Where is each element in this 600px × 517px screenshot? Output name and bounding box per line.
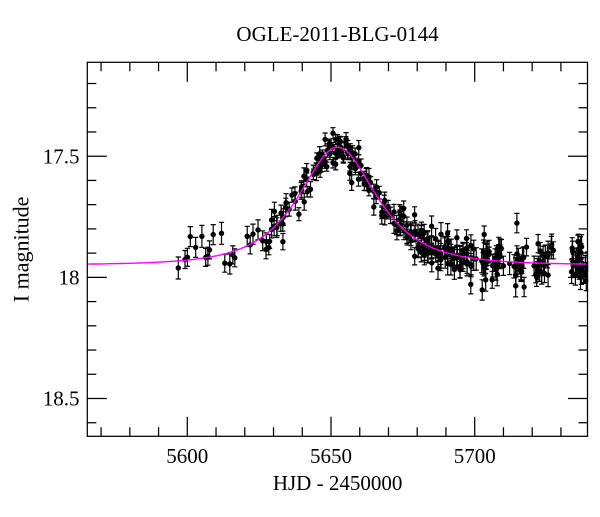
svg-text:17.5: 17.5 bbox=[43, 144, 80, 168]
svg-text:5700: 5700 bbox=[454, 444, 496, 468]
svg-text:18: 18 bbox=[59, 265, 80, 289]
svg-text:5650: 5650 bbox=[310, 444, 352, 468]
svg-text:OGLE-2011-BLG-0144: OGLE-2011-BLG-0144 bbox=[236, 22, 439, 46]
svg-text:18.5: 18.5 bbox=[43, 387, 80, 411]
svg-text:5600: 5600 bbox=[166, 444, 208, 468]
svg-text:HJD - 2450000: HJD - 2450000 bbox=[273, 471, 403, 495]
svg-text:I magnitude: I magnitude bbox=[9, 197, 34, 303]
